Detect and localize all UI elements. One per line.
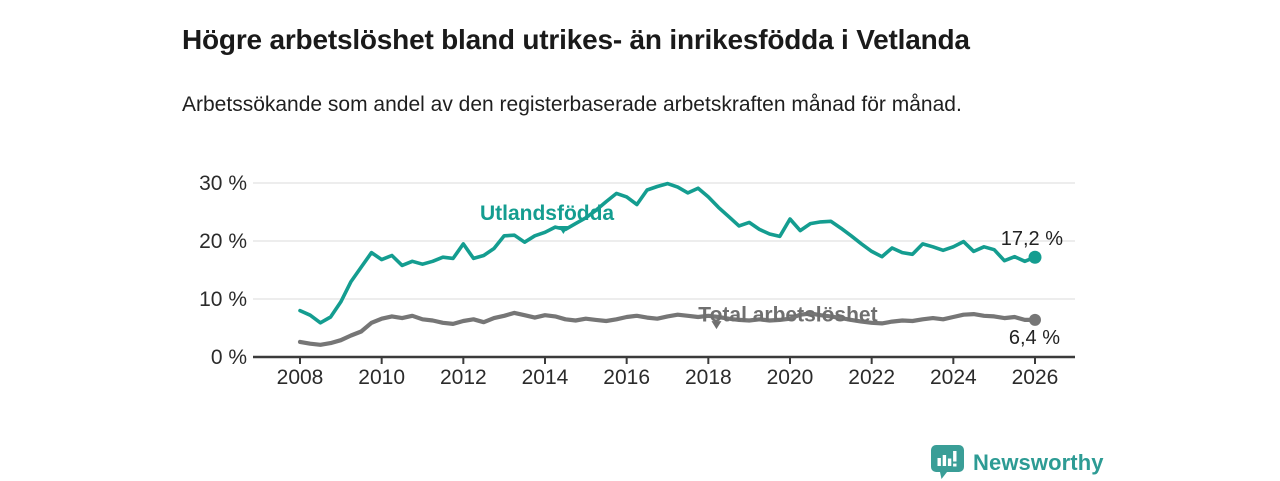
y-axis-label-10: 10 %	[199, 288, 247, 311]
speech-bubble-shape	[931, 445, 964, 479]
end-dot-utlandsfodda	[1028, 250, 1042, 264]
end-value-label-total: 6,4 %	[1009, 327, 1060, 349]
x-axis-label-2018: 2018	[685, 366, 732, 389]
x-axis-label-2014: 2014	[522, 366, 569, 389]
newsworthy-logo-text: Newsworthy	[973, 450, 1104, 475]
end-value-label-utlandsfodda: 17,2 %	[1001, 228, 1063, 250]
label-pointer-icon-utlandsfodda	[558, 225, 569, 234]
newsworthy-logo-icon	[931, 445, 964, 479]
newsworthy-logo: Newsworthy	[931, 445, 1104, 481]
y-axis-label-0: 0 %	[211, 346, 247, 369]
x-axis-label-2024: 2024	[930, 366, 977, 389]
page-subtitle: Arbetssökande som andel av den registerb…	[182, 93, 962, 116]
series-label-utlandsfodda: Utlandsfödda	[480, 202, 614, 225]
y-axis-label-30: 30 %	[199, 172, 247, 195]
x-axis-label-2010: 2010	[358, 366, 405, 389]
end-dot-total	[1028, 313, 1041, 326]
bar-chart-glyph	[937, 451, 957, 467]
page-title: Högre arbetslöshet bland utrikes- än inr…	[182, 23, 970, 55]
series-line-total	[297, 310, 1038, 347]
series-line-utlandsfodda	[298, 181, 1037, 325]
x-axis-label-2026: 2026	[1012, 366, 1059, 389]
series-label-total: Total arbetslöshet	[698, 304, 877, 327]
x-axis-label-2012: 2012	[440, 366, 487, 389]
x-axis-label-2020: 2020	[767, 366, 814, 389]
x-axis-label-2016: 2016	[603, 366, 650, 389]
x-axis-label-2008: 2008	[277, 366, 324, 389]
label-pointer-icon-total	[711, 321, 722, 330]
y-axis-label-20: 20 %	[199, 230, 247, 253]
x-axis-label-2022: 2022	[848, 366, 895, 389]
